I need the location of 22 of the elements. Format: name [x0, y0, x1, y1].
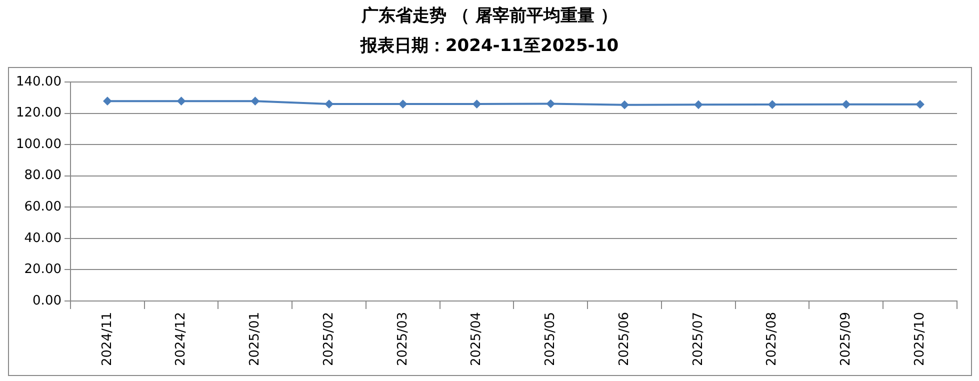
- y-tick-label: 120.00: [16, 106, 62, 121]
- y-tick-label: 140.00: [16, 74, 62, 90]
- x-tick-label: 2025/07: [690, 312, 706, 366]
- x-tick-label: 2025/09: [838, 312, 854, 366]
- x-tick-label: 2025/04: [469, 312, 484, 366]
- chart-subtitle: 报表日期：2024-11至2025-10: [359, 36, 620, 58]
- x-tick-label: 2025/05: [543, 312, 558, 366]
- y-tick-label: 0.00: [32, 293, 62, 308]
- y-tick-label: 20.00: [24, 262, 62, 278]
- chart-title: 广东省走势 （ 屠宰前平均重量 ）: [360, 6, 618, 28]
- y-tick-label: 40.00: [24, 230, 62, 246]
- x-tick-label: 2025/02: [321, 312, 336, 366]
- x-tick-label: 2024/11: [100, 312, 115, 366]
- x-tick-label: 2025/06: [616, 312, 632, 366]
- x-tick-label: 2025/10: [912, 312, 928, 366]
- x-tick-label: 2025/08: [764, 312, 780, 366]
- y-tick-label: 80.00: [24, 168, 62, 184]
- x-tick-label: 2025/03: [395, 312, 410, 366]
- y-tick-label: 60.00: [24, 200, 62, 215]
- x-tick-label: 2025/01: [248, 312, 263, 366]
- y-tick-label: 100.00: [16, 136, 62, 152]
- x-tick-label: 2024/12: [174, 312, 189, 366]
